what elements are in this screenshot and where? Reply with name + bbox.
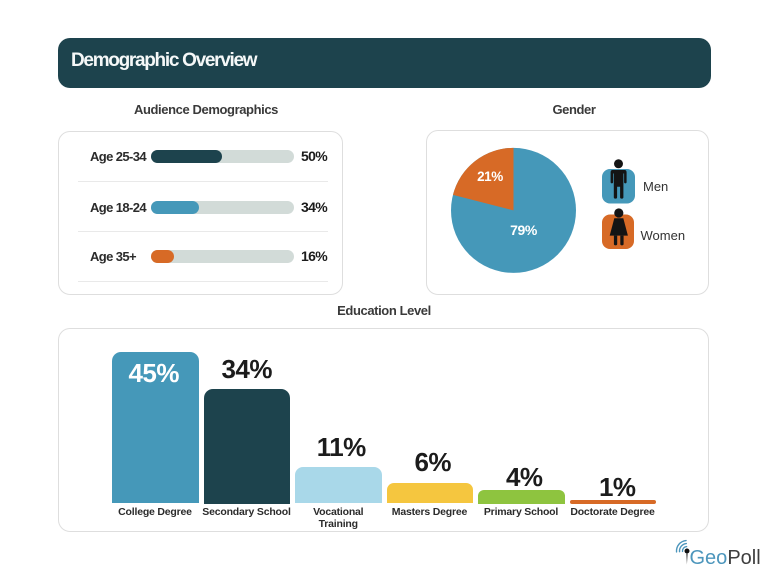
svg-text:GeoPoll: GeoPoll xyxy=(690,547,761,569)
